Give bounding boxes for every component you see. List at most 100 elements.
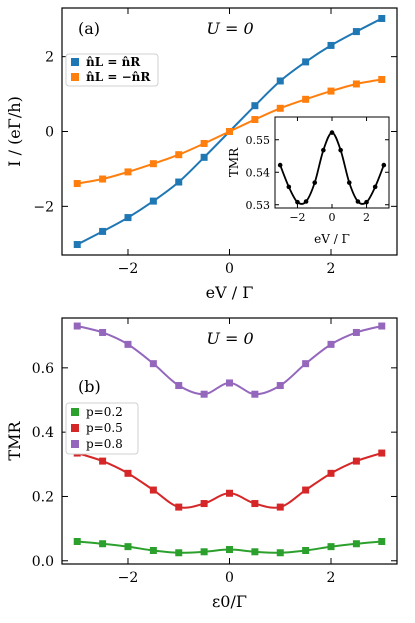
y-tick-label: 0.55 xyxy=(246,134,271,147)
data-point xyxy=(124,214,132,222)
panel-a-current: −2 0 2−202 (a) U = 0 n̂L = n̂R n̂L = −n̂R … xyxy=(5,7,398,302)
x-tick-label: 0 xyxy=(225,570,234,586)
data-point xyxy=(226,489,233,497)
y-tick-label: 2 xyxy=(45,50,54,66)
data-point xyxy=(124,469,132,477)
data-point xyxy=(303,199,309,204)
x-tick-label: −2 xyxy=(118,570,139,586)
legend-frame xyxy=(65,53,159,87)
panel-a-annotation: U = 0 xyxy=(206,19,253,38)
legend-marker-p05 xyxy=(71,424,79,432)
data-point xyxy=(149,360,157,368)
data-point xyxy=(149,486,157,494)
data-point xyxy=(378,75,386,83)
legend-label-p02: p=0.2 xyxy=(86,405,123,419)
data-point xyxy=(378,322,386,330)
data-point xyxy=(276,77,284,85)
x-tick-label: 2 xyxy=(327,261,336,277)
data-point xyxy=(73,537,81,545)
data-point xyxy=(338,147,343,153)
data-point xyxy=(73,180,81,188)
y-tick-label: 0.2 xyxy=(32,489,54,505)
data-point xyxy=(372,184,378,190)
panel-b-label: (b) xyxy=(78,377,101,396)
data-point xyxy=(175,151,183,159)
panel-b-series xyxy=(73,322,386,557)
data-point xyxy=(327,87,335,95)
panel-b-tmr: −2 0 2 0.0 0.2 0.4 0.6 U = 0 (b) p=0.2 p=0.5 p… xyxy=(5,317,398,611)
data-point xyxy=(327,543,335,551)
data-point xyxy=(352,328,360,336)
x-tick-label: 2 xyxy=(327,570,336,586)
panel-b-legend: p=0.2 p=0.5 p=0.8 xyxy=(65,402,139,455)
data-point xyxy=(295,199,300,205)
legend-marker-antiparallel xyxy=(71,73,79,81)
data-point xyxy=(352,540,360,548)
data-point xyxy=(200,548,208,556)
data-point xyxy=(302,58,310,66)
legend-label-p08: p=0.8 xyxy=(86,437,123,451)
panel-a-legend: n̂L = n̂R n̂L = −n̂R xyxy=(65,53,159,87)
data-point xyxy=(276,503,284,511)
data-point xyxy=(312,180,318,185)
data-point xyxy=(276,382,284,390)
data-point xyxy=(200,500,208,508)
data-point xyxy=(327,41,335,49)
legend-label-parallel: n̂L = n̂R xyxy=(86,55,141,69)
data-point xyxy=(200,153,208,161)
data-point xyxy=(124,543,132,551)
data-point xyxy=(302,95,310,103)
y-tick-label: 0.54 xyxy=(246,166,271,179)
data-point xyxy=(251,102,259,110)
y-tick-label: 0.0 xyxy=(32,554,54,570)
panel-b-ylabel: TMR xyxy=(5,421,24,461)
data-point xyxy=(99,328,107,336)
data-point xyxy=(302,360,310,368)
data-point xyxy=(226,128,233,135)
x-tick-label: 0 xyxy=(225,261,234,277)
data-point xyxy=(175,382,183,390)
data-point xyxy=(302,486,310,494)
y-tick-label: 0 xyxy=(45,125,54,141)
data-point xyxy=(149,546,157,554)
panel-a-ylabel: I / (eΓ/h) xyxy=(5,96,24,167)
legend-marker-p08 xyxy=(71,440,79,448)
inset-ylabel: TMR xyxy=(227,147,241,177)
legend-marker-parallel xyxy=(71,58,79,66)
data-point xyxy=(276,104,284,112)
data-point xyxy=(355,199,361,204)
data-point xyxy=(378,14,386,22)
data-point xyxy=(99,227,107,235)
panel-a-series xyxy=(73,14,386,249)
legend-marker-p02 xyxy=(71,408,79,416)
data-point xyxy=(200,139,208,147)
data-point xyxy=(251,116,259,124)
data-point xyxy=(276,549,284,557)
panel-b-ticks: −2 0 2 0.0 0.2 0.4 0.6 xyxy=(32,318,397,586)
y-tick-label: −2 xyxy=(33,199,54,215)
panel-a-label: (a) xyxy=(78,19,100,38)
data-point xyxy=(149,197,157,205)
data-point xyxy=(364,199,369,205)
data-point xyxy=(175,549,183,557)
data-point xyxy=(251,500,259,508)
data-point xyxy=(321,147,326,153)
y-tick-label: 0.6 xyxy=(32,361,54,377)
data-point xyxy=(124,168,132,176)
x-tick-label: 2 xyxy=(363,211,370,224)
data-point xyxy=(329,130,335,135)
legend-label-antiparallel: n̂L = −n̂R xyxy=(86,70,151,84)
data-point xyxy=(286,184,292,190)
panel-a-ticks: −2 0 2 −2 0 2 xyxy=(33,8,397,277)
data-point xyxy=(73,241,81,249)
data-point xyxy=(200,390,208,398)
data-point xyxy=(327,469,335,477)
data-point xyxy=(378,537,386,545)
data-point xyxy=(226,546,233,554)
data-point xyxy=(73,322,81,330)
y-tick-label: 0.53 xyxy=(246,199,271,212)
data-point xyxy=(352,28,360,36)
data-point xyxy=(175,178,183,186)
data-point xyxy=(302,546,310,554)
